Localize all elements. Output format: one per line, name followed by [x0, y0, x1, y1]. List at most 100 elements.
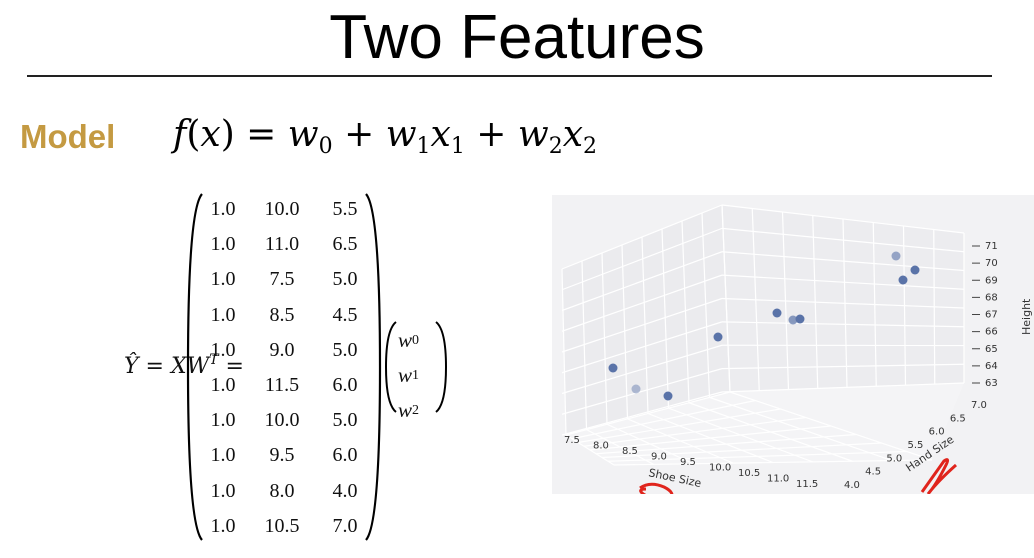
grid-line	[647, 412, 774, 464]
grid-line	[621, 244, 629, 419]
model-label: Model	[20, 118, 116, 155]
grid-line	[607, 450, 907, 462]
matrix-cell: 1.0	[210, 479, 236, 502]
lhs-equals: =	[218, 354, 244, 379]
x-axis-label: Shoe Size	[647, 466, 702, 490]
hand-size-annotation	[920, 458, 957, 494]
slide-title: Two Features	[329, 3, 705, 72]
grid-line	[729, 391, 933, 461]
grid-line	[681, 220, 690, 403]
grid-line	[701, 212, 711, 398]
grid-line	[561, 274, 723, 332]
matrix-brackets	[186, 193, 382, 541]
tick-label: 67	[985, 310, 998, 321]
matrix-cell: 6.0	[332, 374, 358, 397]
matrix-row: 1.0 9.0 5.0	[201, 333, 371, 368]
scatter-point	[891, 251, 901, 261]
matrix-row: 1.0 7.5 5.0	[201, 262, 371, 297]
tick-label: 6.0	[929, 427, 945, 438]
tick-label: 10.0	[709, 463, 731, 474]
feature-matrix: 1.0 10.0 5.5 1.0 11.0 6.5 1.0 7.5 5.0 1.0 8.5 4.5 1.…	[201, 192, 371, 544]
grid-line	[601, 252, 608, 425]
tick-label: 11.5	[796, 479, 818, 490]
grid-line	[561, 321, 723, 374]
matrix-cell: 1.0	[210, 374, 236, 397]
grid-line	[721, 274, 965, 290]
matrix-row: 1.0 8.0 4.0	[201, 474, 371, 509]
matrix-cell: 7.0	[332, 514, 358, 537]
tick-label: 6.5	[950, 413, 966, 424]
grid-line	[721, 363, 965, 370]
lhs-expression: Ŷ = XW	[124, 354, 210, 379]
tick-label: 63	[985, 378, 998, 389]
matrix-cell: 4.5	[332, 303, 358, 326]
tick-label: 11.0	[767, 474, 789, 485]
tick-label: 4.0	[844, 480, 860, 491]
grid-line	[561, 344, 723, 395]
prediction-lhs: Ŷ = XWT =	[124, 352, 244, 379]
weight-vector-brackets	[384, 321, 448, 413]
grid-line	[601, 442, 882, 459]
matrix-row: 1.0 8.5 4.5	[201, 298, 371, 333]
matrix-cell: 7.5	[269, 268, 295, 291]
scatter-point	[663, 391, 673, 401]
tick-label: 5.0	[886, 453, 902, 464]
matrix-cell: 1.0	[210, 444, 236, 467]
matrix-row: 1.0 10.0 5.5	[201, 192, 371, 227]
axis-ticks: 7.5 8.0 8.5 9.0 9.5 10.0 10.5 11.0 11.5 4.0 4.5 5.0…	[564, 241, 998, 491]
floor-pane	[566, 383, 964, 465]
matrix-cell: 1.0	[210, 233, 236, 256]
grid-line	[595, 433, 857, 455]
grid-line	[561, 368, 723, 415]
grid-line	[933, 229, 936, 385]
grid-line	[721, 382, 965, 393]
matrix-cell: 8.0	[269, 479, 295, 502]
matrix-cell: 11.0	[264, 233, 300, 256]
tick-label: 69	[985, 275, 998, 286]
matrix-cell: 1.0	[210, 198, 236, 221]
matrix-row: 1.0 10.0 5.0	[201, 403, 371, 438]
data-points	[608, 251, 920, 401]
grid-line	[688, 402, 853, 462]
matrix-row: 1.0 10.5 7.0	[201, 509, 371, 544]
matrix-row: 1.0 11.0 6.5	[201, 227, 371, 262]
tick-label: 9.0	[651, 452, 667, 463]
scatter-point	[631, 384, 641, 394]
grid-line	[561, 251, 723, 312]
matrix-cell: 6.0	[332, 444, 358, 467]
grid-line	[613, 459, 933, 466]
grid-line	[668, 407, 813, 463]
grid-line	[709, 396, 893, 462]
tick-label: 68	[985, 292, 998, 303]
tick-label: 4.5	[865, 467, 881, 478]
tick-label: 8.0	[593, 441, 609, 452]
tick-label: 5.5	[908, 440, 924, 451]
matrix-cell: 1.0	[210, 514, 236, 537]
matrix-cell: 1.0	[210, 338, 236, 361]
scatter-point	[713, 332, 723, 342]
title-divider	[27, 75, 992, 77]
grid-line	[872, 222, 877, 387]
matrix-cell: 5.0	[332, 268, 358, 291]
matrix-cell: 11.5	[264, 374, 300, 397]
tick-label: 65	[985, 344, 998, 355]
tick-label: 64	[985, 361, 998, 372]
scatter-point	[898, 275, 908, 285]
tick-label: 66	[985, 327, 998, 338]
tick-label: 8.5	[622, 446, 638, 457]
scatter-3d-canvas: 7.5 8.0 8.5 9.0 9.5 10.0 10.5 11.0 11.5 4.0 4.5 5.0…	[561, 204, 1033, 494]
tick-label: 7.5	[564, 435, 580, 446]
matrix-cell: 9.5	[269, 444, 295, 467]
tick-label: 71	[985, 241, 998, 252]
grid-line	[721, 321, 965, 328]
model-equation: f(x) = w0 + w1x1 + w2x2	[173, 114, 598, 159]
matrix-row: 1.0 9.5 6.0	[201, 438, 371, 473]
scatter-3d-plot: 7.5 8.0 8.5 9.0 9.5 10.0 10.5 11.0 11.5 4.0 4.5 5.0…	[552, 195, 1034, 494]
grid-line	[561, 391, 723, 436]
matrix-cell: 5.0	[332, 338, 358, 361]
grid-line	[561, 297, 723, 353]
grid-lines	[561, 204, 965, 466]
